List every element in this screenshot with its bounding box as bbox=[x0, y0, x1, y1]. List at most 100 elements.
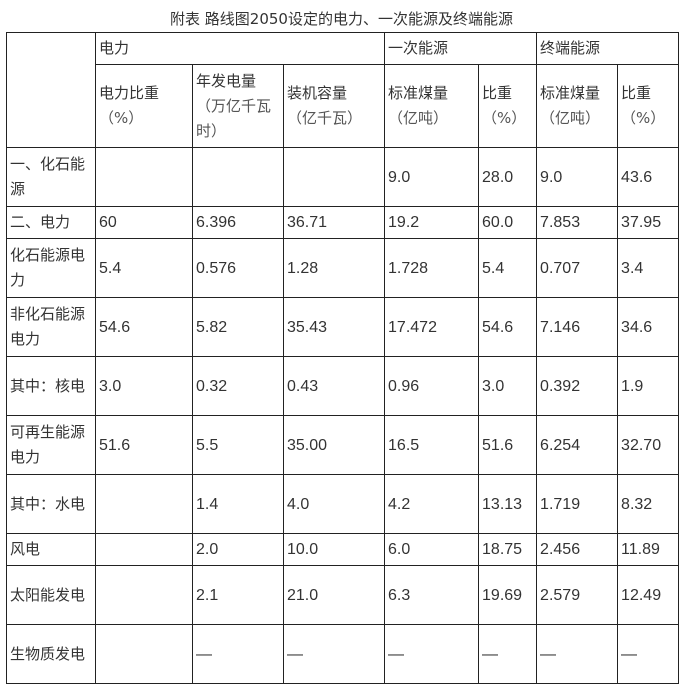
sub-header-unit: （%） bbox=[482, 109, 527, 127]
table-cell: 60 bbox=[95, 206, 193, 239]
table-row: 其中：水电 1.4 4.0 4.2 13.13 1.719 8.32 bbox=[6, 474, 680, 534]
table-cell: — bbox=[536, 624, 619, 684]
table-cell: 0.576 bbox=[192, 238, 284, 298]
sub-header-row: 电力比重 （%） 年发电量 （万亿千瓦时） 装机容量 （亿千瓦） 标准煤量 （亿吨） 比重 （%）… bbox=[7, 64, 680, 148]
table-cell: 5.4 bbox=[478, 238, 538, 298]
table-cell: 8.32 bbox=[617, 474, 680, 534]
sub-header-label: 年发电量 bbox=[196, 71, 257, 90]
row-label: 生物质发电 bbox=[6, 624, 96, 684]
table-cell: — bbox=[192, 624, 284, 684]
sub-header-label: 比重 bbox=[482, 84, 513, 102]
energy-table: 电力 一次能源 终端能源 电力比重 （%） 年发电量 （万亿千瓦时） 装机容量 （亿千瓦）… bbox=[6, 32, 680, 684]
table-cell: 51.6 bbox=[478, 415, 538, 475]
table-cell: 1.28 bbox=[282, 238, 386, 298]
table-cell: 2.579 bbox=[536, 565, 619, 625]
table-cell bbox=[95, 565, 193, 625]
table-row: 化石能源电力 5.4 0.576 1.28 1.728 5.4 0.707 3.4 bbox=[6, 238, 680, 298]
table-cell bbox=[192, 147, 284, 207]
table-cell: 43.6 bbox=[617, 147, 680, 207]
table-cell: — bbox=[384, 624, 480, 684]
table-cell: 28.0 bbox=[478, 147, 538, 207]
table-cell: 35.43 bbox=[282, 297, 386, 357]
table-cell: 12.49 bbox=[617, 565, 680, 625]
group-header-primary: 一次能源 bbox=[384, 32, 538, 65]
table-cell: 2.1 bbox=[192, 565, 284, 625]
sub-header-cell: 标准煤量 （亿吨） bbox=[536, 64, 619, 148]
table-cell: 51.6 bbox=[95, 415, 193, 475]
group-header-power: 电力 bbox=[94, 32, 386, 65]
sub-header-cell: 比重 （%） bbox=[617, 64, 680, 148]
table-cell: 5.82 bbox=[192, 297, 284, 357]
table-cell: 9.0 bbox=[536, 147, 619, 207]
table-cell: 54.6 bbox=[95, 297, 193, 357]
table-row: 可再生能源电力 51.6 5.5 35.00 16.5 51.6 6.254 32.70 bbox=[6, 415, 680, 475]
table-cell: 18.75 bbox=[478, 533, 538, 566]
table-cell: 3.4 bbox=[617, 238, 680, 298]
sub-header-unit: （亿吨） bbox=[540, 109, 601, 127]
sub-header-label: 装机容量 bbox=[287, 84, 348, 102]
table-cell: 5.5 bbox=[192, 415, 284, 475]
table-cell: 0.392 bbox=[536, 356, 619, 416]
table-cell: — bbox=[617, 624, 680, 684]
table-cell: 7.146 bbox=[536, 297, 619, 357]
sub-header-unit: （%） bbox=[99, 109, 144, 127]
row-label: 其中：核电 bbox=[6, 356, 96, 416]
table-cell: 0.707 bbox=[536, 238, 619, 298]
table-cell: 35.00 bbox=[282, 415, 386, 475]
row-label: 非化石能源电力 bbox=[6, 297, 96, 357]
sub-header-cell: 装机容量 （亿千瓦） bbox=[282, 64, 386, 148]
sub-header-cell: 比重 （%） bbox=[478, 64, 538, 148]
table-row: 一、化石能源 9.0 28.0 9.0 43.6 bbox=[6, 147, 680, 207]
table-row: 风电 2.0 10.0 6.0 18.75 2.456 11.89 bbox=[6, 533, 680, 566]
table-cell: 6.254 bbox=[536, 415, 619, 475]
row-label: 风电 bbox=[6, 533, 96, 566]
table-cell bbox=[95, 624, 193, 684]
row-label: 太阳能发电 bbox=[6, 565, 96, 625]
row-label: 其中：水电 bbox=[6, 474, 96, 534]
table-cell: 19.69 bbox=[478, 565, 538, 625]
sub-header-unit: （亿千瓦） bbox=[287, 109, 363, 127]
table-cell: 6.396 bbox=[192, 206, 284, 239]
table-cell: 17.472 bbox=[384, 297, 480, 357]
table-cell: 4.2 bbox=[384, 474, 480, 534]
table-cell: 1.719 bbox=[536, 474, 619, 534]
table-cell: 3.0 bbox=[478, 356, 538, 416]
table-cell: 21.0 bbox=[282, 565, 386, 625]
table-cell: 7.853 bbox=[536, 206, 619, 239]
sub-header-unit: （亿吨） bbox=[388, 109, 449, 127]
table-cell: 0.32 bbox=[192, 356, 284, 416]
group-header-final: 终端能源 bbox=[536, 32, 680, 65]
table-cell: — bbox=[282, 624, 386, 684]
table-cell: 9.0 bbox=[384, 147, 480, 207]
table-cell: 2.0 bbox=[192, 533, 284, 566]
table-row: 太阳能发电 2.1 21.0 6.3 19.69 2.579 12.49 bbox=[6, 565, 680, 625]
table-cell bbox=[95, 474, 193, 534]
table-cell: 0.43 bbox=[282, 356, 386, 416]
table-cell: 36.71 bbox=[282, 206, 386, 239]
table-cell: 11.89 bbox=[617, 533, 680, 566]
table-cell: 32.70 bbox=[617, 415, 680, 475]
table-cell: 3.0 bbox=[95, 356, 193, 416]
sub-header-unit: （%） bbox=[621, 109, 666, 127]
table-row: 生物质发电 — — — — — — bbox=[6, 624, 680, 684]
table-cell: 54.6 bbox=[478, 297, 538, 357]
table-cell: 1.9 bbox=[617, 356, 680, 416]
table-cell bbox=[282, 147, 386, 207]
table-cell: 5.4 bbox=[95, 238, 193, 298]
table-row: 其中：核电 3.0 0.32 0.43 0.96 3.0 0.392 1.9 bbox=[6, 356, 680, 416]
sub-header-label: 标准煤量 bbox=[388, 84, 449, 102]
table-cell: 0.96 bbox=[384, 356, 480, 416]
table-title: 附表 路线图2050设定的电力、一次能源及终端能源 bbox=[170, 10, 513, 28]
sub-header-cell: 电力比重 （%） bbox=[95, 64, 193, 148]
sub-header-unit: （万亿千瓦时） bbox=[196, 96, 272, 140]
sub-header-label: 比重 bbox=[621, 84, 652, 102]
table-cell: 16.5 bbox=[384, 415, 480, 475]
row-label: 可再生能源电力 bbox=[6, 415, 96, 475]
row-label: 一、化石能源 bbox=[6, 147, 96, 207]
table-cell: 60.0 bbox=[478, 206, 538, 239]
sub-header-label: 标准煤量 bbox=[540, 84, 601, 102]
row-label: 化石能源电力 bbox=[6, 238, 96, 298]
sub-header-cell: 年发电量 （万亿千瓦时） bbox=[192, 64, 284, 148]
row-label: 二、电力 bbox=[6, 206, 96, 239]
table-row: 非化石能源电力 54.6 5.82 35.43 17.472 54.6 7.146 34.6 bbox=[6, 297, 680, 357]
